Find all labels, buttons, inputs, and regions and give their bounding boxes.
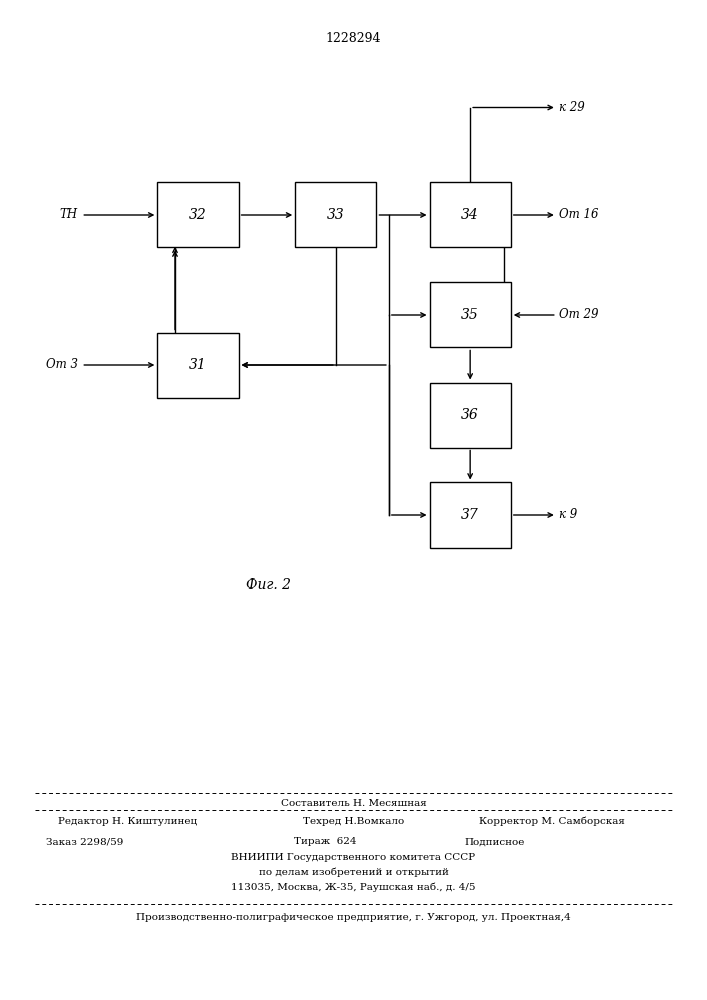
Bar — [429, 483, 510, 548]
Text: 31: 31 — [189, 358, 207, 372]
Text: 34: 34 — [461, 208, 479, 222]
Text: 33: 33 — [327, 208, 345, 222]
Text: От 3: От 3 — [46, 359, 78, 371]
Text: Фиг. 2: Фиг. 2 — [246, 578, 291, 592]
Text: ТН: ТН — [59, 209, 78, 222]
Text: к 29: к 29 — [559, 101, 585, 114]
Text: Подписное: Подписное — [464, 838, 525, 846]
Text: От 29: От 29 — [559, 308, 598, 322]
Text: Корректор М. Самборская: Корректор М. Самборская — [479, 816, 624, 826]
Text: От 16: От 16 — [559, 209, 598, 222]
Bar — [157, 332, 238, 397]
Text: Заказ 2298/59: Заказ 2298/59 — [46, 838, 124, 846]
Bar — [429, 282, 510, 347]
Text: к 9: к 9 — [559, 508, 577, 522]
Bar — [429, 182, 510, 247]
Text: 37: 37 — [461, 508, 479, 522]
Text: Тираж  624: Тираж 624 — [294, 838, 356, 846]
Bar — [429, 382, 510, 448]
Text: ВНИИПИ Государственного комитета СССР: ВНИИПИ Государственного комитета СССР — [231, 852, 476, 861]
Text: 1228294: 1228294 — [326, 31, 381, 44]
Text: Техред Н.Вомкало: Техред Н.Вомкало — [303, 816, 404, 826]
Text: 36: 36 — [461, 408, 479, 422]
Bar — [157, 182, 238, 247]
Text: Составитель Н. Месяшная: Составитель Н. Месяшная — [281, 800, 426, 808]
Text: по делам изобретений и открытий: по делам изобретений и открытий — [259, 867, 448, 877]
Text: Производственно-полиграфическое предприятие, г. Ужгород, ул. Проектная,4: Производственно-полиграфическое предприя… — [136, 914, 571, 922]
Text: 35: 35 — [461, 308, 479, 322]
Text: 32: 32 — [189, 208, 207, 222]
Bar — [295, 182, 376, 247]
Text: 113035, Москва, Ж-35, Раушская наб., д. 4/5: 113035, Москва, Ж-35, Раушская наб., д. … — [231, 882, 476, 892]
Text: Редактор Н. Киштулинец: Редактор Н. Киштулинец — [58, 816, 197, 826]
